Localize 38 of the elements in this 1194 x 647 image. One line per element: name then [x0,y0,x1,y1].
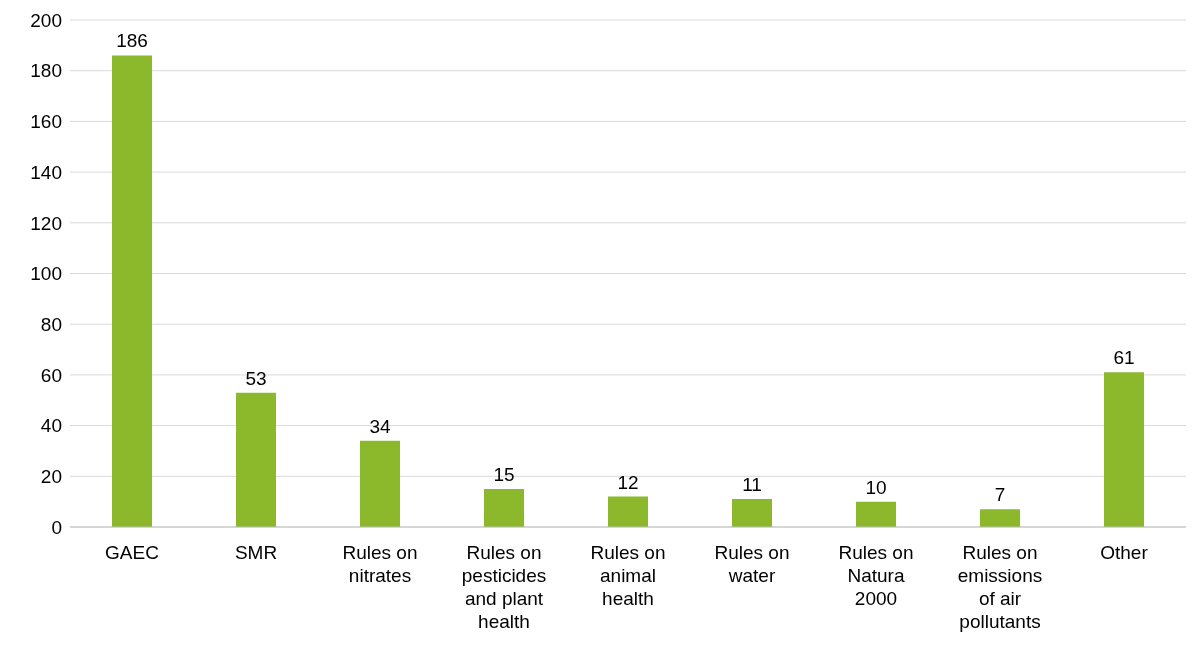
x-tick-label: Other [1100,542,1149,563]
bar [360,440,400,527]
data-label: 61 [1113,347,1135,369]
y-tick-label: 180 [30,60,62,82]
bar [236,392,276,527]
data-label: 15 [493,463,515,485]
data-label: 34 [369,415,391,437]
data-label: 186 [116,30,148,52]
x-tick-label: SMR [234,542,278,563]
y-tick-label: 200 [30,9,62,31]
data-label: 7 [994,484,1006,506]
x-tick-label: Rules on nitrates [342,542,418,586]
data-label: 12 [617,471,639,493]
y-tick-label: 160 [30,111,62,133]
y-tick-label: 60 [40,364,62,386]
y-tick-label: 140 [30,161,62,183]
x-tick-label: GAEC [105,542,159,563]
bar [112,55,152,527]
data-label: 10 [865,476,887,498]
y-tick-label: 120 [30,212,62,234]
y-tick-label: 80 [40,313,62,335]
x-tick-label: Rules on water [714,542,790,586]
y-tick-label: 40 [40,415,62,437]
bar [1104,372,1144,527]
x-tick-label: Rules on emissions of air pollutants [957,542,1043,632]
x-tick-label: Rules on animal health [590,542,666,609]
bar [856,501,896,527]
data-label: 53 [245,367,267,389]
data-label: 11 [742,474,762,496]
y-tick-label: 20 [40,466,62,488]
bar [732,499,772,527]
y-tick-label: 0 [51,516,62,538]
bar [608,496,648,527]
y-tick-label: 100 [30,263,62,285]
bar [980,509,1020,527]
x-tick-label: Rules on Natura 2000 [838,542,914,609]
x-tick-label: Rules on pesticides and plant health [461,542,547,632]
bar [484,488,524,527]
